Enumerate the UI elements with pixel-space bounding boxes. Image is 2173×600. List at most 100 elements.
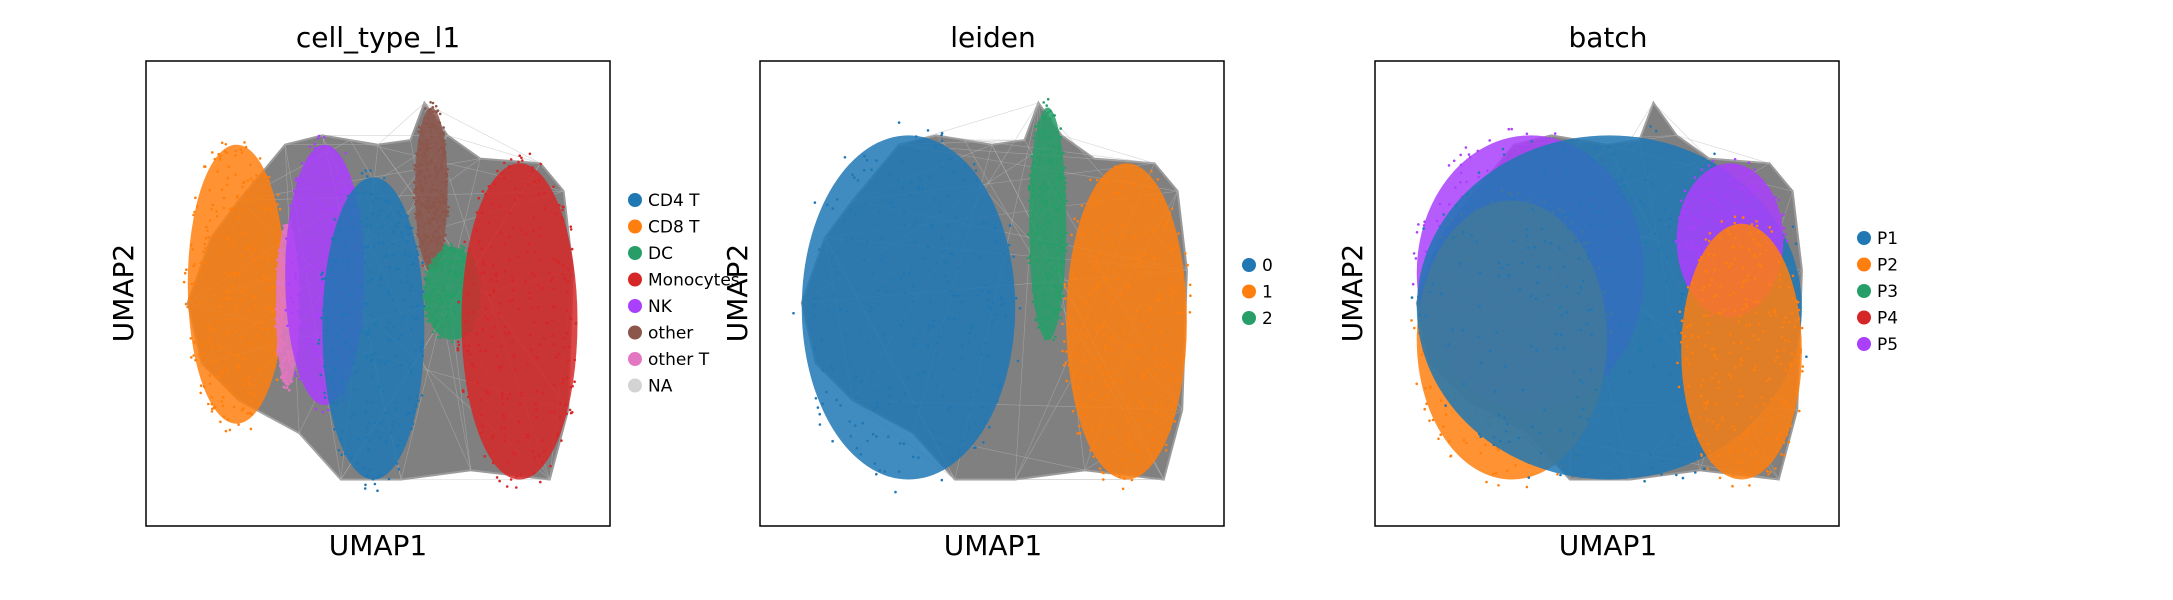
data-point	[1164, 343, 1168, 347]
data-point	[294, 179, 298, 183]
panel-title: batch	[1568, 21, 1647, 54]
data-point	[422, 344, 425, 348]
data-point	[226, 418, 230, 421]
data-point	[1780, 401, 1784, 404]
data-point	[1424, 386, 1427, 390]
data-point	[1596, 147, 1599, 150]
data-point	[1070, 233, 1073, 237]
data-point	[1442, 425, 1445, 429]
data-point	[432, 115, 436, 118]
data-point	[276, 258, 279, 262]
data-point	[1057, 193, 1060, 197]
data-point	[1787, 440, 1791, 444]
data-point	[277, 248, 281, 252]
data-point	[431, 315, 434, 318]
data-point	[1683, 210, 1686, 214]
data-point	[204, 237, 208, 240]
legend-marker	[1857, 284, 1871, 298]
data-point	[1769, 314, 1772, 317]
data-point	[276, 334, 280, 338]
data-point	[342, 286, 345, 290]
data-point	[222, 415, 226, 418]
data-point	[430, 263, 433, 267]
data-point	[1176, 377, 1180, 381]
data-point	[365, 425, 369, 429]
data-point	[278, 364, 282, 368]
data-point	[1758, 466, 1762, 470]
data-point	[454, 271, 457, 275]
data-point	[317, 134, 321, 138]
data-point	[1059, 217, 1063, 220]
data-point	[379, 276, 382, 279]
data-point	[349, 346, 353, 349]
data-point	[1000, 303, 1003, 307]
data-point	[543, 450, 546, 453]
data-point	[1038, 187, 1042, 190]
data-point	[1044, 161, 1047, 164]
data-point	[434, 282, 438, 286]
data-point	[1688, 248, 1691, 251]
data-point	[445, 294, 449, 298]
data-point	[281, 366, 285, 370]
data-point	[1680, 319, 1684, 323]
data-point	[475, 211, 479, 214]
data-point	[343, 452, 347, 456]
data-point	[1540, 227, 1544, 230]
data-point	[1741, 461, 1744, 465]
data-point	[211, 407, 214, 411]
data-point	[339, 304, 342, 307]
data-point	[439, 268, 442, 272]
data-point	[1065, 379, 1069, 383]
data-point	[447, 205, 450, 209]
data-point	[441, 261, 444, 265]
data-point	[1762, 403, 1766, 406]
data-point	[1054, 312, 1057, 316]
data-point	[1559, 333, 1563, 337]
data-point	[1744, 302, 1748, 306]
data-point	[1047, 123, 1051, 127]
data-point	[1153, 348, 1157, 352]
data-point	[420, 394, 424, 397]
data-point	[376, 430, 379, 434]
data-point	[1478, 271, 1482, 275]
data-point	[426, 243, 429, 246]
data-point	[316, 137, 320, 140]
data-point	[1128, 283, 1131, 287]
data-point	[948, 243, 951, 246]
data-point	[982, 221, 985, 225]
data-point	[377, 359, 381, 363]
data-point	[1105, 384, 1109, 387]
data-point	[226, 288, 229, 292]
data-point	[986, 298, 990, 301]
data-point	[1152, 198, 1155, 201]
data-point	[1439, 292, 1443, 295]
data-point	[330, 183, 334, 186]
panel-leiden: leiden UMAP1 UMAP2 012	[721, 21, 1273, 562]
data-point	[332, 401, 336, 405]
data-point	[441, 289, 445, 292]
data-point	[442, 219, 446, 223]
data-point	[1790, 312, 1794, 315]
data-point	[185, 268, 188, 272]
data-point	[1044, 304, 1048, 308]
data-point	[276, 193, 280, 197]
data-point	[1008, 224, 1012, 227]
data-point	[1739, 395, 1742, 398]
data-point	[1093, 203, 1096, 206]
data-point	[1148, 424, 1152, 428]
data-point	[1729, 293, 1732, 297]
data-point	[391, 242, 395, 246]
data-point	[511, 279, 515, 283]
data-point	[1143, 376, 1146, 379]
x-axis-label: UMAP1	[1559, 529, 1658, 562]
data-point	[269, 207, 272, 211]
data-point	[1794, 319, 1798, 322]
data-point	[1103, 321, 1106, 324]
data-point	[373, 421, 376, 424]
data-point	[889, 278, 893, 281]
data-point	[1805, 355, 1808, 359]
data-point	[1787, 339, 1791, 343]
data-point	[535, 390, 538, 393]
data-point	[1763, 212, 1766, 216]
data-point	[1042, 290, 1046, 294]
